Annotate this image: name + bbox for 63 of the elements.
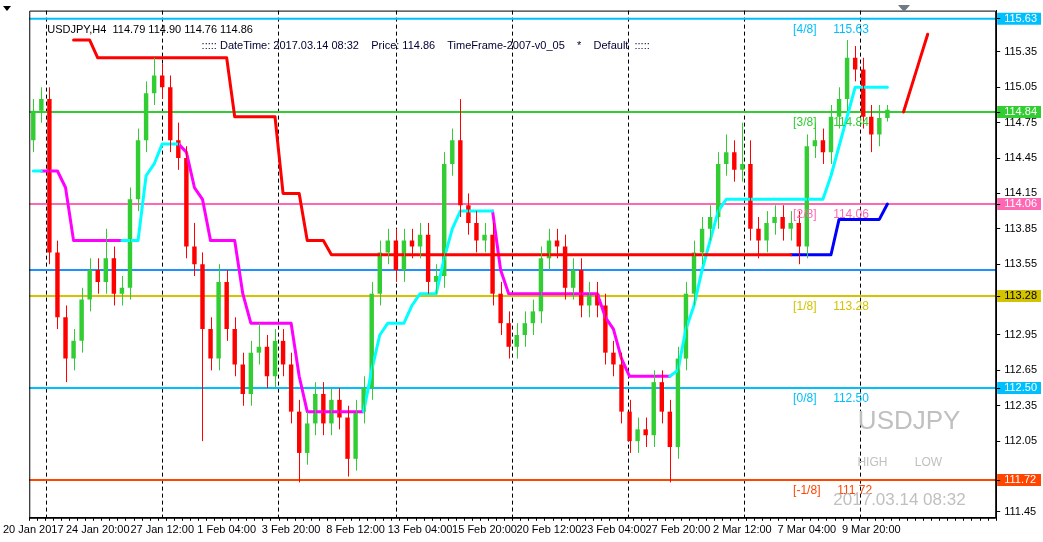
x-tick-label: 3 Feb 20:00: [261, 523, 321, 536]
y-tick-label: 114.06: [1004, 197, 1037, 210]
candlestick: [788, 210, 793, 242]
candlestick: [740, 122, 745, 183]
candlestick: [55, 240, 60, 330]
y-tick-label: 112.65: [1004, 363, 1037, 376]
candlestick: [208, 316, 213, 371]
y-tick-label: 112.05: [1004, 434, 1037, 447]
x-tick-label: 15 Feb 20:00: [452, 523, 517, 536]
y-tick-label: 114.15: [1004, 186, 1037, 199]
y-tick-label: 115.35: [1004, 44, 1037, 57]
y-tick-label: 113.85: [1004, 221, 1037, 234]
y-tick-label: 113.55: [1004, 257, 1037, 270]
candlestick: [216, 263, 221, 371]
ref-line-label: [0/8] 112.50: [793, 391, 870, 406]
text: USDJPY,H4 114.79 114.90 114.76 114.86: [47, 22, 253, 35]
y-tick-label: 111.72: [1004, 473, 1037, 486]
text: ::::: DateTime: 2017.03.14 08:32 Price: 114.86 TimeFrame-2007-v0_05 * Default :::::: [201, 38, 650, 51]
candlestick: [224, 269, 229, 342]
candlestick: [732, 139, 737, 183]
y-tick-label: 114.75: [1004, 115, 1037, 128]
candlestick: [200, 251, 205, 442]
candlestick: [63, 304, 68, 383]
x-tick-label: 24 Jan 20:00: [65, 523, 130, 536]
candlestick: [506, 310, 511, 360]
annotation: HIGH: [857, 455, 888, 470]
ref-line-label: [4/8] 115.63: [793, 22, 870, 37]
x-tick-label: 27 Feb 20:00: [645, 523, 711, 536]
y-tick-label: 112.95: [1004, 328, 1037, 340]
candlestick: [772, 204, 777, 236]
y-tick-label: 115.63: [1004, 11, 1037, 24]
candlestick: [780, 204, 785, 242]
candlestick: [79, 287, 84, 354]
y-tick-label: 115.05: [1004, 80, 1037, 93]
x-tick-label: 23 Feb 04:00: [581, 523, 646, 536]
x-tick-label: 2 Mar 12:00: [713, 523, 772, 536]
x-tick-label: 8 Feb 12:00: [326, 523, 385, 536]
candlestick: [482, 222, 487, 253]
y-tick-label: 112.35: [1004, 398, 1037, 411]
ref-line-label: [1/8] 113.28: [793, 299, 870, 314]
x-tick-label: 20 Jan 2017: [3, 523, 64, 536]
x-tick-label: 27 Jan 12:00: [130, 523, 195, 536]
candlestick: [619, 352, 624, 424]
y-tick-label: 111.45: [1004, 504, 1037, 517]
annotation: USDJPY: [857, 405, 961, 436]
candlestick: [458, 98, 463, 218]
y-tick-label: 113.28: [1004, 289, 1037, 302]
y-tick-label: 114.84: [1004, 105, 1037, 118]
candlestick: [643, 417, 648, 448]
x-tick-label: 1 Feb 04:00: [197, 523, 257, 536]
x-tick-label: 13 Feb 04:00: [387, 523, 453, 536]
annotation: LOW: [914, 455, 943, 470]
candlestick: [71, 328, 76, 371]
candlestick: [87, 257, 92, 312]
candlestick: [635, 417, 640, 454]
y-tick-label: 114.45: [1004, 151, 1037, 164]
y-tick-label: 112.50: [1004, 381, 1037, 394]
x-tick-label: 7 Mar 04:00: [777, 523, 837, 536]
candlestick: [474, 210, 479, 253]
x-tick-label: 9 Mar 20:00: [841, 523, 901, 536]
x-tick-label: 20 Feb 12:00: [516, 523, 582, 536]
candlestick: [764, 210, 769, 253]
candlestick: [345, 405, 350, 478]
